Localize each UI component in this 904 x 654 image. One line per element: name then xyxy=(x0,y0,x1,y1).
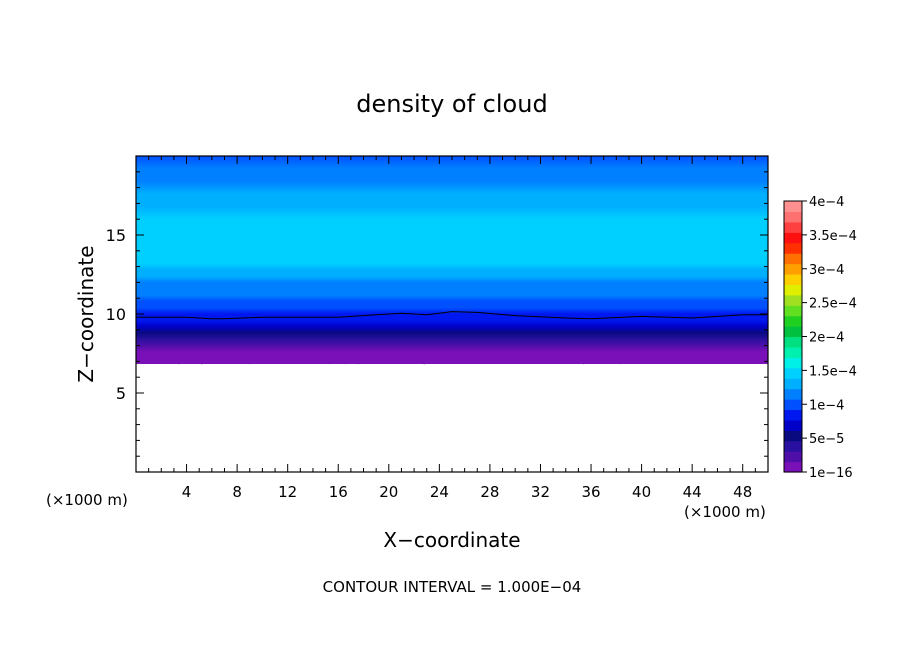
x-unit-label: (×1000 m) xyxy=(684,503,766,521)
colorbar-swatch xyxy=(784,451,802,463)
colorbar-label: 3e−4 xyxy=(809,263,844,278)
colorbar-swatch xyxy=(784,232,802,244)
x-tick-label: 28 xyxy=(480,483,499,501)
colorbar-swatch xyxy=(784,388,802,400)
x-tick-label: 40 xyxy=(632,483,651,501)
colorbar-swatch xyxy=(784,211,802,223)
colorbar-swatch xyxy=(784,440,802,452)
colorbar-swatch xyxy=(784,315,802,327)
colorbar-label: 1e−16 xyxy=(809,466,853,481)
contour-line xyxy=(136,311,768,320)
y-tick-label: 5 xyxy=(116,384,126,403)
colorbar-label: 5e−5 xyxy=(809,432,844,447)
x-axis-label: X−coordinate xyxy=(383,528,520,552)
colorbar-swatch xyxy=(784,430,802,442)
x-tick-label: 36 xyxy=(581,483,600,501)
x-tick-label: 20 xyxy=(379,483,398,501)
colorbar-swatch xyxy=(784,273,802,285)
colorbar-swatch xyxy=(784,419,802,431)
x-tick-label: 12 xyxy=(278,483,297,501)
colorbar-swatch xyxy=(784,367,802,379)
x-tick-label: 16 xyxy=(329,483,348,501)
colorbar-label: 1e−4 xyxy=(809,398,844,413)
colorbar-swatch xyxy=(784,294,802,306)
y-axis-ticks: 5 10 15 xyxy=(106,171,768,457)
x-tick-label: 8 xyxy=(232,483,242,501)
x-tick-label: 48 xyxy=(733,483,752,501)
colorbar-swatch xyxy=(784,305,802,317)
colorbar-swatch xyxy=(784,326,802,338)
colorbar-frame xyxy=(783,200,803,473)
x-tick-label: 44 xyxy=(683,483,702,501)
colorbar-swatch xyxy=(784,242,802,254)
colorbar-swatch xyxy=(784,409,802,421)
y-unit-label: (×1000 m) xyxy=(46,491,128,509)
chart-title: density of cloud xyxy=(356,90,547,118)
y-tick-label: 15 xyxy=(106,226,126,245)
colorbar-swatch xyxy=(784,346,802,358)
x-axis-ticks: 4 8 12 16 20 24 28 32 36 40 44 48 xyxy=(148,156,756,501)
colorbar-swatch xyxy=(784,221,802,233)
colorbar-label: 3.5e−4 xyxy=(809,229,857,244)
colorbar: 1e−16 5e−5 1e−4 1.5e−4 2e−4 2.5e−4 3e−4 3.5e−4 4… xyxy=(784,195,857,481)
cloud-free-region xyxy=(136,364,768,472)
colorbar-label: 1.5e−4 xyxy=(809,364,857,379)
colorbar-swatch xyxy=(784,399,802,411)
colorbar-swatch xyxy=(784,461,802,473)
y-axis-label: Z−coordinate xyxy=(74,245,98,382)
colorbar-label: 4e−4 xyxy=(809,195,844,210)
plot-area xyxy=(136,156,768,472)
contour-interval-note: CONTOUR INTERVAL = 1.000E−04 xyxy=(323,578,582,596)
colorbar-swatch xyxy=(784,253,802,265)
colorbar-swatch xyxy=(784,263,802,275)
colorbar-swatch xyxy=(784,378,802,390)
colorbar-swatch xyxy=(784,201,802,213)
colorbar-label: 2.5e−4 xyxy=(809,297,857,312)
x-tick-label: 24 xyxy=(430,483,449,501)
y-tick-label: 10 xyxy=(106,305,126,324)
colorbar-swatch xyxy=(784,284,802,296)
colorbar-label: 2e−4 xyxy=(809,331,844,346)
x-tick-label: 4 xyxy=(182,483,192,501)
x-tick-label: 32 xyxy=(531,483,550,501)
colorbar-swatch xyxy=(784,336,802,348)
colorbar-swatch xyxy=(784,357,802,369)
